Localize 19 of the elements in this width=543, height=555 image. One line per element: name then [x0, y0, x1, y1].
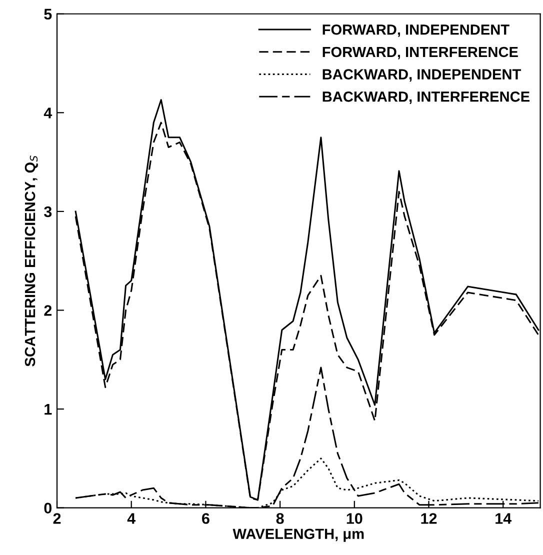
legend-label: FORWARD, INTERFERENCE [322, 46, 518, 60]
y-tick-label: 4 [44, 108, 52, 118]
x-tick-label: 12 [421, 513, 437, 524]
x-tick-label: 4 [127, 513, 136, 524]
x-axis-title: WAVELENGTH, μm [232, 528, 364, 542]
x-tick-label: 2 [53, 513, 61, 524]
y-tick-label: 2 [44, 305, 52, 316]
x-tick-label: 6 [202, 513, 210, 524]
y-axis-title: SCATTERING EFFICIENCY, Q$_{S}$ [24, 156, 38, 366]
x-tick-label: 8 [276, 513, 284, 524]
y-tick-label: 0 [44, 502, 52, 514]
x-tick-label: 10 [346, 513, 362, 524]
x-tick-label: 14 [496, 513, 512, 524]
y-tick-label: 1 [44, 404, 52, 415]
legend-label: BACKWARD, INDEPENDENT [322, 69, 522, 82]
legend-label: BACKWARD, INTERFERENCE [322, 92, 530, 104]
y-tick-label: 3 [44, 206, 52, 218]
legend-label: FORWARD, INDEPENDENT [322, 24, 510, 37]
y-tick-label: 5 [44, 8, 52, 20]
